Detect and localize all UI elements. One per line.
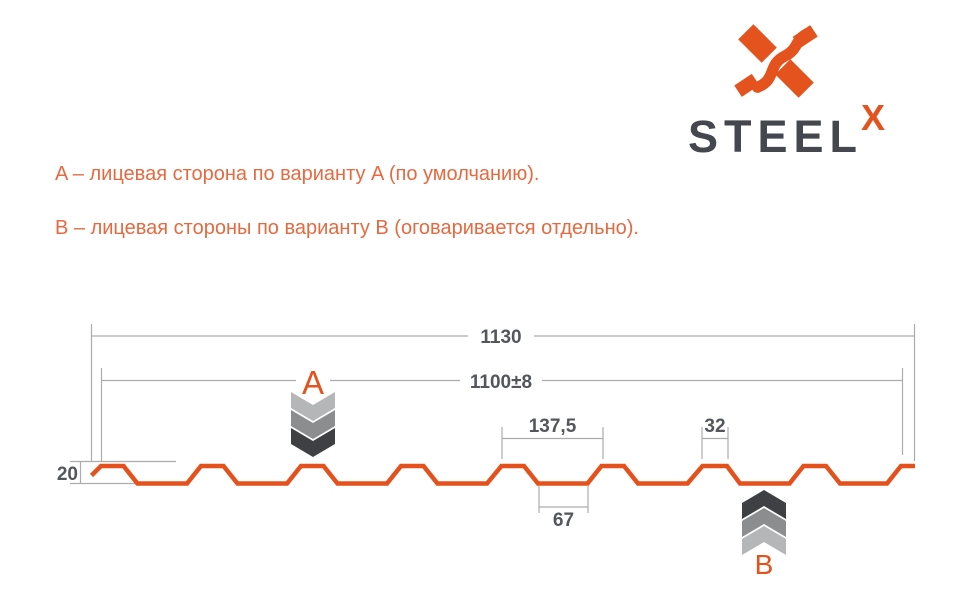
chevron-up-medium <box>742 508 786 537</box>
logo-name: STEEL <box>688 111 864 162</box>
steelx-x-icon <box>734 24 818 98</box>
dimension-label-working-width: 1100±8 <box>470 372 532 393</box>
logo: STEELX <box>688 24 903 159</box>
dimension-line-rib-top <box>701 427 729 459</box>
marker-a-label: A <box>302 364 324 401</box>
dimension-line-height <box>70 460 176 485</box>
logo-x-mark: X <box>861 97 886 138</box>
chevron-down-medium <box>291 410 335 439</box>
dimension-label-rib-top: 32 <box>704 416 725 437</box>
chevron-up-light <box>742 526 786 555</box>
marker-a-label-backdrop <box>296 367 330 397</box>
logo-arm-sw <box>734 73 760 97</box>
note-variant-b: B – лицевая стороны по варианту B (огова… <box>55 217 639 239</box>
logo-wordmark: STEELX <box>688 100 903 162</box>
dimension-line-rib-bottom <box>538 486 589 513</box>
dimension-label-rib-bottom: 67 <box>553 510 574 531</box>
dimension-label-height: 20 <box>57 464 78 485</box>
logo-arm-se <box>775 59 814 98</box>
chevrons-down-icon <box>291 392 335 457</box>
chevron-up-dark <box>742 490 786 519</box>
dimension-label-rib-pitch: 137,5 <box>529 416 577 437</box>
marker-b-label: B <box>755 549 774 580</box>
chevron-down-dark <box>291 428 335 457</box>
dimension-line-rib-pitch <box>501 427 604 459</box>
logo-s-curve <box>751 28 813 93</box>
note-variant-a: A – лицевая сторона по варианту A (по ум… <box>55 163 540 185</box>
sheet-profile <box>89 463 915 486</box>
chevron-down-light <box>291 392 335 421</box>
logo-arm-nw <box>738 24 777 63</box>
dimension-label-total-width: 1130 <box>480 327 521 348</box>
chevrons-up-icon <box>742 490 786 555</box>
